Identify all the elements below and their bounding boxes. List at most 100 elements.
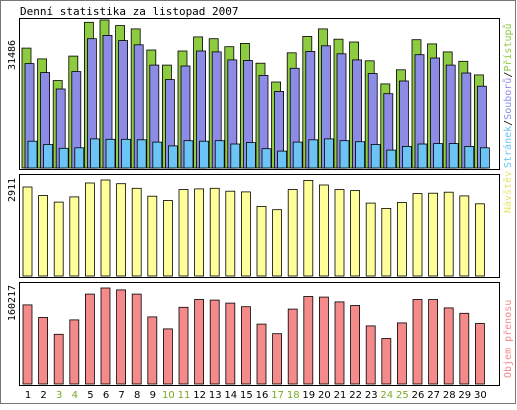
- bar-kbytes: [287, 308, 298, 385]
- bar-kbytes: [69, 319, 80, 385]
- bar-kbytes: [318, 296, 329, 385]
- bar-visits: [131, 187, 142, 277]
- day-label: 19: [302, 390, 315, 401]
- day-label: 5: [87, 390, 93, 401]
- bar-pages: [136, 139, 147, 169]
- legend-separator: /: [503, 72, 514, 78]
- bar-visits: [162, 200, 173, 277]
- day-label: 6: [103, 390, 109, 401]
- bar-visits: [350, 190, 361, 277]
- day-label: 7: [118, 390, 124, 401]
- day-label: 23: [365, 390, 378, 401]
- day-label: 8: [134, 390, 140, 401]
- bar-visits: [396, 202, 407, 277]
- day-label: 12: [193, 390, 206, 401]
- bar-visits: [240, 191, 251, 277]
- bar-visits: [53, 201, 64, 277]
- legend-separator: /: [503, 120, 514, 126]
- bar-visits: [459, 195, 470, 277]
- bar-pages: [167, 145, 178, 169]
- bar-kbytes: [225, 302, 236, 385]
- day-label: 30: [474, 390, 487, 401]
- legend-hits: Přístupů: [502, 23, 514, 71]
- bar-pages: [214, 140, 225, 169]
- max-label-top: 31486: [7, 40, 18, 70]
- bar-kbytes: [85, 293, 95, 385]
- legend-pages: Stránek: [502, 126, 514, 168]
- bar-visits: [303, 179, 314, 277]
- bar-visits: [381, 207, 392, 277]
- bar-pages: [152, 141, 163, 169]
- bar-visits: [428, 192, 439, 277]
- day-label: 22: [349, 390, 362, 401]
- bar-kbytes: [365, 325, 376, 385]
- bar-pages: [261, 148, 272, 169]
- bar-pages: [479, 147, 490, 169]
- bar-pages: [105, 138, 116, 169]
- bar-kbytes: [428, 299, 439, 385]
- bars-hits-files-pages: [21, 19, 490, 169]
- bar-kbytes: [178, 306, 189, 385]
- bar-pages: [339, 140, 350, 169]
- bar-pages: [43, 144, 53, 169]
- bar-kbytes: [53, 333, 64, 385]
- bar-kbytes: [240, 306, 251, 385]
- day-label: 18: [287, 390, 300, 401]
- bar-visits: [100, 179, 111, 277]
- max-label-bottom: 160217: [7, 285, 18, 321]
- day-label: 20: [318, 390, 331, 401]
- bar-kbytes: [396, 322, 407, 385]
- day-label: 26: [412, 390, 425, 401]
- bar-pages: [74, 147, 85, 169]
- bar-pages: [323, 138, 334, 169]
- bar-kbytes: [147, 316, 158, 385]
- bar-visits: [147, 195, 158, 277]
- bar-kbytes: [350, 305, 361, 385]
- day-label: 13: [209, 390, 222, 401]
- bar-visits: [178, 189, 189, 277]
- bar-kbytes: [459, 312, 470, 385]
- bar-kbytes: [474, 323, 485, 385]
- day-labels: 1 2 3 4 5 6 7 8 9 10 11 12 13 14 15 16 17 18 19 20 21 22 23 24 2…: [25, 390, 487, 401]
- day-label: 11: [178, 390, 191, 401]
- bar-kbytes: [443, 307, 454, 385]
- bar-pages: [308, 139, 319, 169]
- bar-kbytes: [162, 328, 173, 385]
- bar-pages: [277, 150, 288, 169]
- bar-pages: [90, 138, 100, 169]
- day-label: 25: [396, 390, 409, 401]
- chart-title: Denní statistika za listopad 2007: [20, 5, 239, 18]
- bar-kbytes: [194, 299, 205, 385]
- bar-pages: [386, 149, 397, 169]
- day-label: 17: [271, 390, 284, 401]
- bar-visits: [287, 189, 298, 277]
- day-label: 16: [256, 390, 269, 401]
- bar-visits: [272, 209, 283, 277]
- bar-pages: [401, 145, 412, 169]
- day-label: 27: [427, 390, 440, 401]
- bar-kbytes: [22, 304, 33, 385]
- day-label: 14: [224, 390, 237, 401]
- day-label: 4: [72, 390, 78, 401]
- max-label-middle: 2911: [7, 178, 18, 202]
- bar-visits: [85, 182, 95, 277]
- bar-visits: [116, 183, 126, 277]
- bar-visits: [412, 193, 423, 277]
- legend-files: Souborů: [502, 78, 514, 120]
- day-label: 3: [56, 390, 62, 401]
- legend-hits-files-pages: Stránek/Souborů/Přístupů: [502, 23, 514, 168]
- bar-kbytes: [100, 287, 111, 385]
- bar-visits: [69, 196, 80, 277]
- bar-visits: [194, 188, 205, 277]
- bar-pages: [433, 143, 444, 169]
- bar-pages: [292, 141, 303, 169]
- bar-pages: [199, 140, 210, 169]
- bar-kbytes: [131, 293, 142, 385]
- day-label: 28: [443, 390, 456, 401]
- day-label: 29: [458, 390, 471, 401]
- bar-pages: [58, 147, 69, 169]
- bar-kbytes: [303, 296, 314, 385]
- bar-visits: [38, 195, 48, 277]
- bar-pages: [27, 140, 38, 169]
